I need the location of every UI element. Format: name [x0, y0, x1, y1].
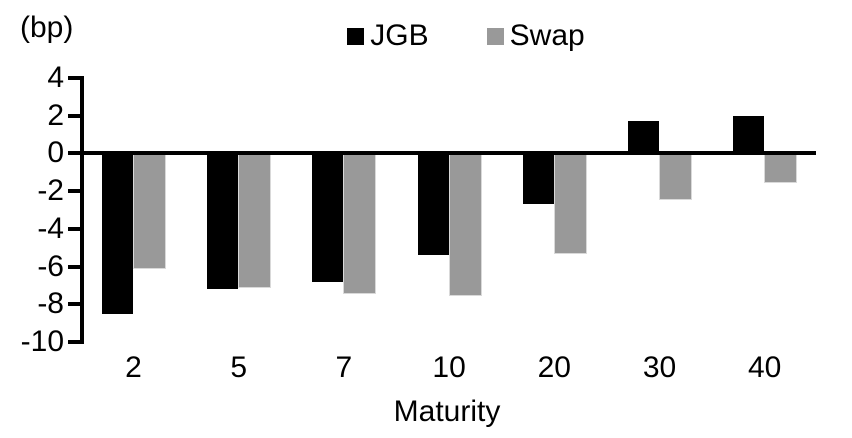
- x-tick-label-2: 2: [125, 351, 142, 384]
- x-tick-label-5: 5: [230, 351, 248, 384]
- bar-jgb-10: [417, 153, 449, 256]
- y-axis-tick-label: 2: [47, 98, 64, 132]
- y-axis-tick-label: 4: [47, 61, 64, 94]
- x-tick-label-10: 10: [432, 351, 466, 384]
- y-axis-line: [80, 76, 84, 344]
- y-axis-tick-label: -4: [37, 211, 64, 245]
- y-axis-tick-label: 0: [47, 136, 64, 170]
- bar-jgb-5: [207, 153, 239, 290]
- bar-jgb-2: [102, 153, 133, 314]
- y-axis-tick: [68, 302, 80, 307]
- zero-baseline: [80, 151, 816, 156]
- y-axis-tick: [68, 151, 80, 156]
- bar-jgb-7: [312, 153, 344, 282]
- bar-swap-2: [134, 153, 165, 269]
- legend-item-jgb: JGB: [347, 19, 429, 52]
- y-axis-tick-label: -8: [37, 287, 64, 321]
- legend-label-jgb: JGB: [370, 19, 429, 52]
- bar-jgb-40: [733, 115, 765, 154]
- y-axis-tick: [68, 189, 80, 194]
- bar-swap-5: [239, 153, 271, 288]
- x-tick-label-20: 20: [537, 351, 571, 384]
- bar-jgb-30: [628, 121, 659, 154]
- bar-swap-40: [765, 153, 797, 182]
- y-axis-tick: [68, 226, 80, 231]
- bar-swap-7: [344, 153, 376, 293]
- bar-swap-10: [449, 153, 481, 295]
- bar-swap-20: [554, 153, 586, 254]
- y-axis-tick-label: -2: [37, 174, 64, 208]
- legend-item-swap: Swap: [486, 19, 585, 52]
- x-tick-label-40: 40: [748, 351, 782, 384]
- y-axis-tick: [68, 76, 80, 80]
- y-axis-tick-label: -6: [37, 249, 64, 283]
- x-axis-title: Maturity: [393, 395, 501, 428]
- bar-jgb-20: [522, 153, 554, 205]
- legend-swatch-jgb: [347, 27, 365, 45]
- y-axis-unit-label: (bp): [20, 11, 74, 44]
- y-axis-tick: [68, 264, 80, 269]
- x-tick-label-30: 30: [642, 351, 677, 384]
- chart-legend: JGB Swap: [40, 20, 852, 52]
- y-axis-tick: [68, 340, 80, 344]
- y-axis-tick: [68, 113, 80, 118]
- x-tick-label-7: 7: [335, 351, 353, 384]
- bar-swap-30: [660, 153, 691, 199]
- legend-label-swap: Swap: [509, 19, 585, 52]
- y-axis-tick-label: -10: [20, 325, 64, 358]
- legend-swatch-swap: [486, 27, 504, 45]
